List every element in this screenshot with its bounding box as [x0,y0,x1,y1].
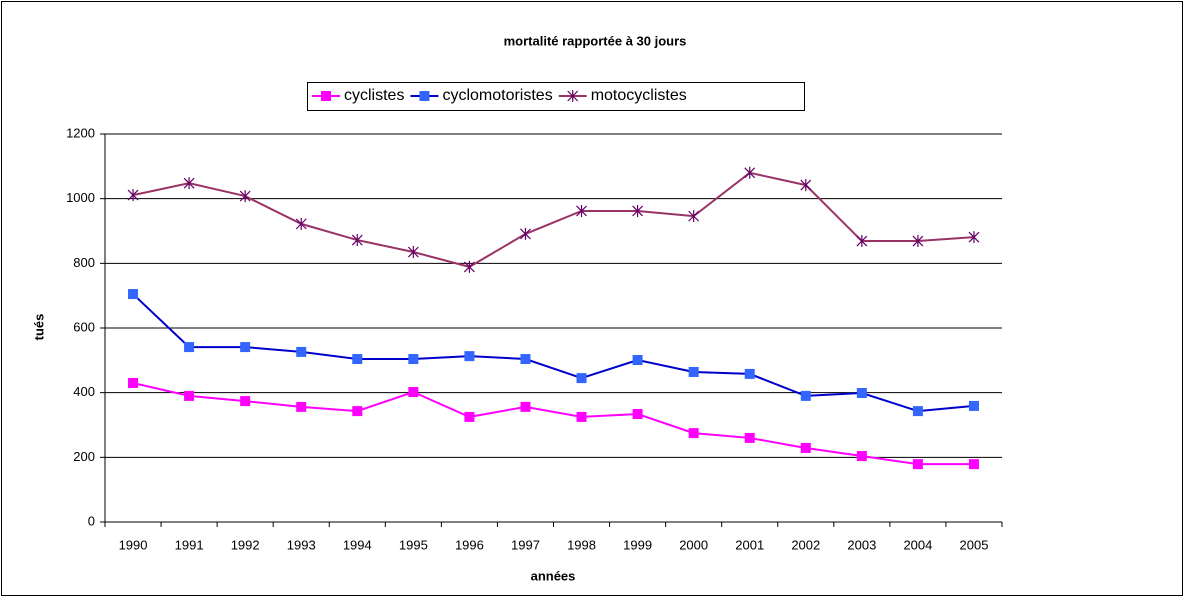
marker [520,354,531,365]
marker [912,235,924,248]
marker [463,260,475,273]
marker [520,227,531,240]
marker [296,346,307,357]
marker [576,411,587,422]
marker [321,91,331,101]
marker [352,406,363,417]
series-line [132,381,974,466]
chart-title: mortalité rapportée à 30 jours [504,33,687,48]
marker [184,390,195,401]
y-axis-label: tués [31,314,46,341]
marker [800,442,811,453]
marker [128,289,139,300]
x-tick-label: 1993 [287,537,316,552]
legend-label: cyclomotoristes [442,87,552,104]
y-tick-label: 600 [73,319,95,334]
legend-label: motocyclistes [591,87,687,104]
marker [576,204,587,217]
y-tick-label: 200 [73,449,95,464]
marker [744,166,756,179]
x-tick-label: 1990 [119,537,148,552]
y-tick-label: 400 [73,384,95,399]
x-tick-label: 1992 [231,537,260,552]
y-tick-label: 1200 [66,125,95,140]
marker [408,354,419,365]
x-tick-label: 1996 [455,537,484,552]
x-tick-label: 2001 [735,537,764,552]
marker [968,459,979,470]
marker [912,459,923,470]
y-tick-label: 800 [73,255,95,270]
y-tick-label: 0 [88,513,95,528]
marker [968,231,980,244]
marker [632,204,644,217]
marker [240,396,251,407]
marker [127,189,139,202]
marker [520,401,531,412]
x-tick-label: 1991 [175,537,204,552]
series-line [132,171,975,268]
marker [408,387,419,398]
series-line [132,293,975,413]
marker [632,355,643,366]
marker [800,179,812,192]
x-tick-label: 2003 [847,537,876,552]
marker [183,177,195,190]
x-tick-label: 1998 [567,537,596,552]
legend-label: cyclistes [344,87,404,104]
marker [856,235,868,248]
x-tick-label: 2000 [679,537,708,552]
marker [688,428,699,439]
marker [352,354,363,365]
marker [688,210,700,223]
marker [567,90,579,102]
x-tick-label: 1994 [343,537,372,552]
marker [464,411,475,422]
x-axis-label: années [531,568,576,583]
marker [968,400,979,411]
x-tick-label: 1999 [623,537,652,552]
marker [184,342,195,353]
marker [688,366,699,377]
marker [351,234,363,247]
x-tick-label: 2005 [960,537,989,552]
marker [632,409,643,420]
marker [239,190,251,203]
marker [128,377,139,388]
marker [576,373,587,384]
x-tick-label: 2004 [903,537,932,552]
x-tick-label: 1997 [511,537,540,552]
marker [800,390,811,401]
marker [744,432,755,443]
y-tick-label: 1000 [66,190,95,205]
marker [419,91,430,101]
marker [295,217,307,230]
marker [407,246,419,259]
marker [912,406,923,417]
x-tick-label: 1995 [399,537,428,552]
x-tick-label: 2002 [791,537,820,552]
marker [464,351,475,362]
legend-box [307,82,805,111]
marker [744,368,755,379]
marker [856,387,867,398]
marker [856,451,867,462]
marker [240,342,251,353]
marker [296,401,307,412]
